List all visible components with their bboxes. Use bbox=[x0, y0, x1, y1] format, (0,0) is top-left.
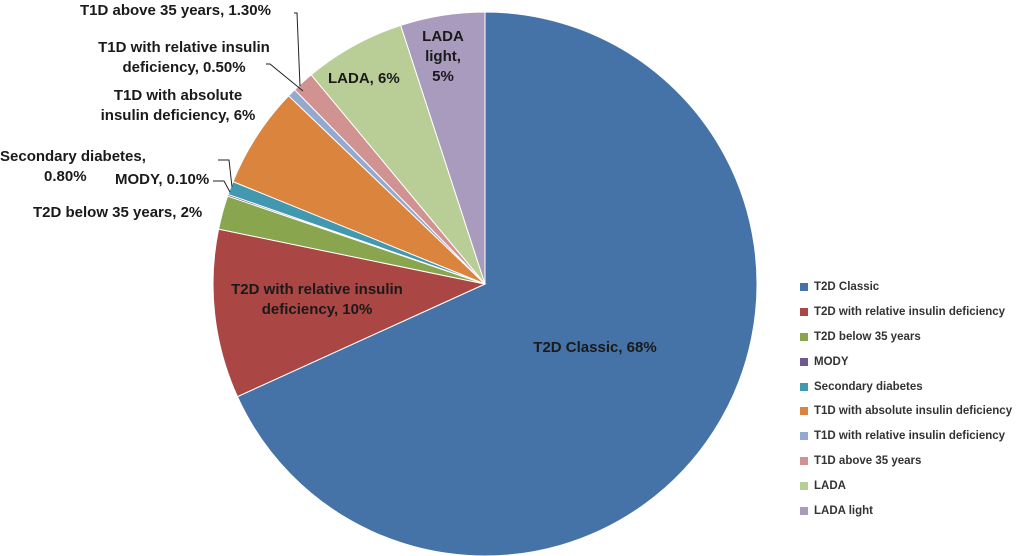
legend-swatch bbox=[800, 332, 808, 341]
legend-item: LADA bbox=[800, 473, 1024, 498]
legend-swatch bbox=[800, 308, 808, 317]
legend-label: T2D with relative insulin deficiency bbox=[814, 306, 1006, 319]
data-label-t2d-relative: T2D with relative insulin deficiency, 10… bbox=[231, 281, 403, 318]
leader-line-secondary bbox=[218, 159, 233, 188]
legend-item: T1D with relative insulin deficiency bbox=[800, 424, 1024, 449]
legend-swatch bbox=[800, 506, 808, 515]
data-label-lada-light: LADA light, 5% bbox=[422, 28, 464, 85]
legend-label: T1D above 35 years bbox=[814, 454, 922, 467]
legend-label: MODY bbox=[814, 355, 849, 368]
data-label-mody: MODY, 0.10% bbox=[115, 171, 210, 188]
legend-item: T2D below 35 years bbox=[800, 325, 1024, 350]
legend-label: T2D below 35 years bbox=[814, 330, 921, 343]
legend-swatch bbox=[800, 456, 808, 465]
data-label-t2d-below35: T2D below 35 years, 2% bbox=[33, 204, 203, 221]
legend-label: Secondary diabetes bbox=[814, 380, 923, 393]
legend-swatch bbox=[800, 432, 808, 441]
legend-item: Secondary diabetes bbox=[800, 374, 1024, 399]
legend-item: T2D with relative insulin deficiency bbox=[800, 300, 1024, 325]
legend-item: LADA light bbox=[800, 498, 1024, 523]
legend-swatch bbox=[800, 407, 808, 416]
legend-swatch bbox=[800, 283, 808, 292]
data-label-lada: LADA, 6% bbox=[328, 70, 400, 87]
legend-item: MODY bbox=[800, 349, 1024, 374]
legend-label: T2D Classic bbox=[814, 281, 880, 294]
data-label-t2d-classic: T2D Classic, 68% bbox=[533, 339, 657, 356]
pie-slices bbox=[212, 11, 758, 556]
legend-swatch bbox=[800, 382, 808, 391]
legend-label: T1D with relative insulin deficiency bbox=[814, 430, 1006, 443]
leader-lines bbox=[213, 12, 304, 193]
pie-slice-t2d-classic bbox=[236, 11, 758, 556]
pie-slice-t2d-with-relative-insulin-deficiency bbox=[212, 228, 487, 398]
data-label-secondary-diabetes: Secondary diabetes, 0.80% bbox=[0, 148, 146, 185]
legend-swatch bbox=[800, 481, 808, 490]
data-label-t1d-relative: T1D with relative insulin deficiency, 0.… bbox=[98, 39, 270, 76]
leader-line-t1d-relative bbox=[266, 63, 304, 92]
legend-label: T1D with absolute insulin deficiency bbox=[814, 405, 1013, 418]
data-label-t1d-absolute: T1D with absolute insulin deficiency, 6% bbox=[100, 87, 256, 124]
legend-item: T1D above 35 years bbox=[800, 449, 1024, 474]
leader-line-t1d-above35 bbox=[294, 12, 301, 87]
leader-line-mody bbox=[213, 180, 231, 193]
legend-swatch bbox=[800, 357, 808, 366]
legend-item: T1D with absolute insulin deficiency bbox=[800, 399, 1024, 424]
data-label-t1d-above35: T1D above 35 years, 1.30% bbox=[80, 2, 271, 19]
chart-legend: T2D Classic T2D with relative insulin de… bbox=[800, 275, 1024, 523]
legend-label: LADA bbox=[814, 479, 846, 492]
legend-item: T2D Classic bbox=[800, 275, 1024, 300]
legend-label: LADA light bbox=[814, 504, 873, 517]
pie-slice-lada-light bbox=[400, 11, 486, 285]
